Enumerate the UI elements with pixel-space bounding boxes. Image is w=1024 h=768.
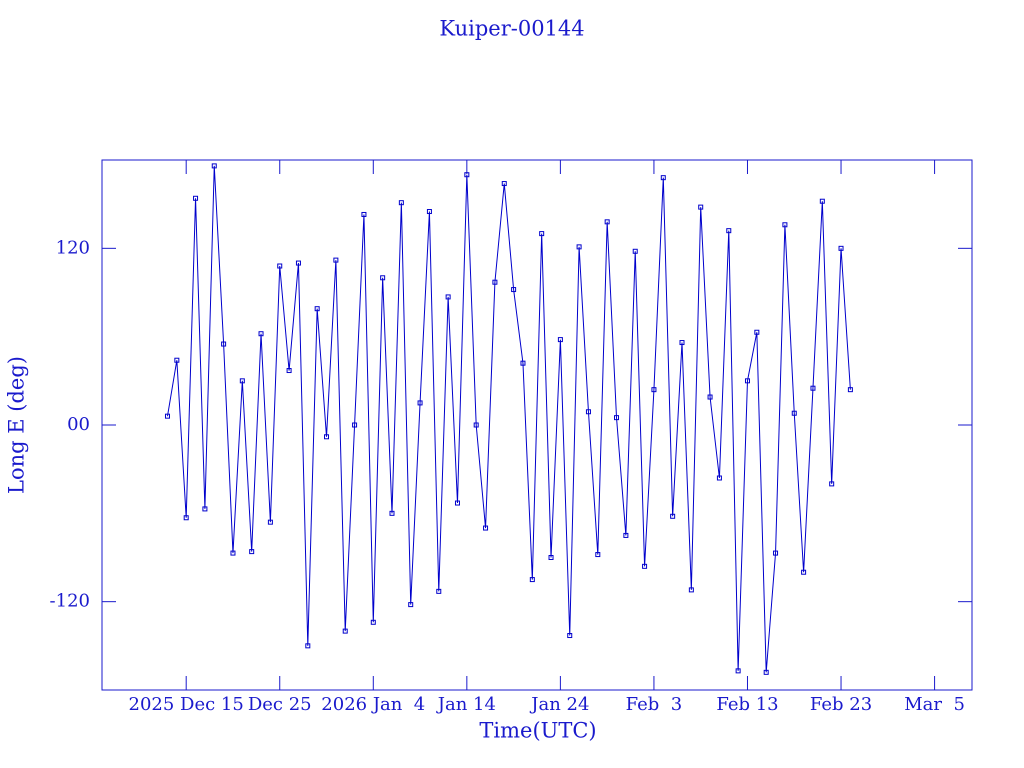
point-marker bbox=[548, 555, 554, 560]
point-marker bbox=[454, 500, 460, 506]
point-marker bbox=[230, 550, 236, 556]
point-marker bbox=[408, 602, 414, 608]
point-marker bbox=[445, 294, 451, 300]
y-axis-label: Long E (deg) bbox=[5, 356, 29, 494]
point-marker bbox=[735, 668, 741, 674]
point-marker bbox=[651, 387, 657, 393]
point-marker bbox=[801, 569, 807, 575]
point-marker bbox=[174, 357, 180, 363]
point-marker bbox=[286, 368, 292, 374]
point-marker bbox=[585, 409, 591, 415]
point-marker bbox=[707, 394, 713, 400]
point-marker bbox=[782, 222, 788, 228]
point-marker bbox=[492, 279, 498, 285]
point-marker bbox=[595, 552, 601, 558]
point-marker bbox=[342, 628, 348, 634]
point-marker bbox=[773, 550, 779, 556]
x-axis-label: Time(UTC) bbox=[479, 719, 596, 743]
point-marker bbox=[614, 415, 620, 421]
point-marker bbox=[398, 200, 404, 206]
point-marker bbox=[417, 400, 423, 406]
x-tick-label: Feb 13 bbox=[716, 694, 778, 715]
point-marker bbox=[819, 198, 825, 204]
x-tick-label: Dec 25 bbox=[248, 694, 312, 715]
point-marker bbox=[576, 244, 582, 250]
point-marker bbox=[744, 378, 750, 384]
point-marker bbox=[380, 275, 386, 281]
point-marker bbox=[688, 587, 694, 593]
point-marker bbox=[623, 532, 629, 538]
point-marker bbox=[679, 340, 685, 346]
point-marker bbox=[164, 413, 170, 419]
point-marker bbox=[295, 260, 301, 266]
point-marker bbox=[632, 248, 638, 254]
point-marker bbox=[763, 669, 769, 675]
y-tick-label: 00 bbox=[67, 414, 90, 435]
point-marker bbox=[483, 525, 489, 531]
x-tick-label: 2026 Jan 4 bbox=[321, 694, 425, 715]
point-marker bbox=[305, 643, 311, 649]
point-marker bbox=[277, 263, 283, 269]
point-marker bbox=[660, 175, 666, 181]
point-marker bbox=[511, 287, 517, 293]
point-marker bbox=[754, 329, 760, 335]
point-marker bbox=[221, 341, 227, 347]
x-tick-label: Jan 24 bbox=[529, 694, 589, 715]
point-marker bbox=[324, 434, 330, 440]
point-marker bbox=[670, 513, 676, 519]
point-marker bbox=[829, 481, 835, 487]
point-marker bbox=[464, 172, 470, 178]
x-tick-label: Feb 23 bbox=[810, 694, 872, 715]
point-marker bbox=[520, 360, 526, 366]
point-marker bbox=[183, 515, 189, 521]
point-marker bbox=[370, 619, 376, 625]
point-marker bbox=[361, 211, 367, 217]
point-marker bbox=[249, 549, 255, 555]
point-marker bbox=[716, 475, 722, 481]
point-marker bbox=[473, 422, 479, 428]
x-tick-label: 2025 Dec 15 bbox=[129, 694, 244, 715]
x-tick-label: Feb 3 bbox=[626, 694, 683, 715]
point-marker bbox=[239, 378, 245, 384]
point-marker bbox=[604, 219, 610, 225]
point-marker bbox=[202, 506, 208, 512]
point-marker bbox=[838, 245, 844, 251]
point-marker bbox=[333, 257, 339, 263]
point-marker bbox=[810, 385, 816, 391]
point-marker bbox=[698, 204, 704, 210]
point-marker bbox=[501, 181, 507, 187]
point-marker bbox=[539, 231, 545, 237]
point-marker bbox=[314, 306, 320, 312]
point-marker bbox=[847, 387, 853, 393]
point-marker bbox=[267, 519, 273, 525]
point-marker bbox=[567, 633, 573, 639]
point-marker bbox=[529, 577, 535, 583]
y-tick-label: -120 bbox=[50, 591, 90, 612]
x-tick-label: Mar 5 bbox=[904, 694, 965, 715]
point-marker bbox=[389, 510, 395, 516]
series-line bbox=[166, 165, 851, 673]
point-marker bbox=[436, 588, 442, 594]
chart-title: Kuiper-00144 bbox=[439, 17, 584, 41]
point-marker bbox=[726, 228, 732, 234]
point-marker bbox=[426, 209, 432, 215]
point-marker bbox=[557, 337, 563, 343]
x-tick-label: Jan 14 bbox=[436, 694, 496, 715]
point-marker bbox=[352, 422, 358, 428]
y-tick-label: 120 bbox=[56, 237, 90, 258]
point-marker bbox=[193, 195, 199, 201]
point-marker bbox=[258, 331, 264, 337]
point-marker bbox=[791, 410, 797, 416]
point-marker bbox=[642, 563, 648, 569]
point-marker bbox=[211, 163, 217, 169]
